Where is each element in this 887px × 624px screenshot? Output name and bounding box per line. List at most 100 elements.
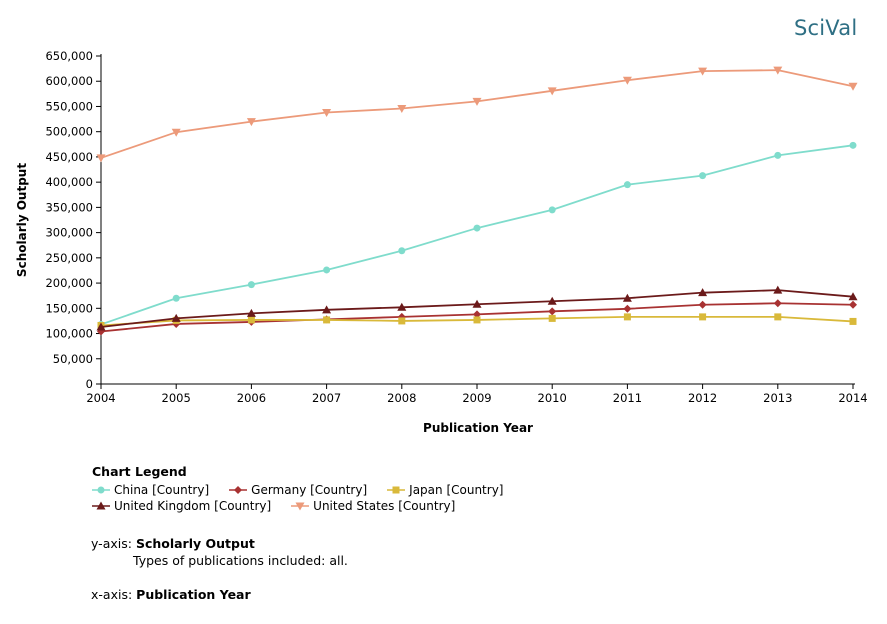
legend-swatch-marker — [96, 501, 106, 510]
legend-item-united-states-country: United States [Country] — [291, 499, 455, 513]
chart-legend: Chart Legend China [Country] Germany [Cou… — [92, 464, 792, 515]
data-point-united-kingdom-country — [322, 305, 332, 314]
legend-swatch-icon — [291, 502, 310, 511]
y-tick-label: 350,000 — [45, 200, 93, 214]
y-tick-label: 100,000 — [45, 327, 93, 341]
y-axis-note: y-axis: Scholarly Output — [91, 535, 348, 552]
scival-logo: SciVal — [794, 16, 858, 40]
data-point-japan-country — [247, 316, 255, 324]
data-point-germany-country — [623, 304, 632, 313]
y-axis-detail: Types of publications included: all. — [133, 553, 348, 568]
data-point-germany-country — [849, 300, 857, 309]
x-tick-label: 2006 — [237, 391, 266, 405]
axis-notes: y-axis: Scholarly Output Types of public… — [91, 535, 348, 603]
series-united-kingdom-country — [96, 285, 858, 331]
y-tick-label: 400,000 — [45, 175, 93, 189]
data-point-united-states-country — [322, 109, 332, 118]
legend-swatch-icon — [387, 486, 406, 494]
y-tick-label: 300,000 — [45, 226, 93, 240]
data-point-japan-country — [774, 313, 782, 321]
data-point-japan-country — [849, 317, 857, 325]
data-point-japan-country — [623, 313, 631, 321]
x-tick-label: 2009 — [462, 391, 491, 405]
data-point-united-states-country — [698, 67, 708, 76]
data-point-united-states-country — [171, 128, 181, 137]
data-point-china-country — [774, 151, 782, 159]
legend-items: China [Country] Germany [Country] Japan [C… — [92, 483, 712, 515]
data-point-united-states-country — [622, 76, 632, 85]
x-axis-title: Publication Year — [423, 421, 533, 435]
data-point-china-country — [849, 141, 857, 149]
data-point-united-kingdom-country — [773, 285, 783, 294]
legend-label: China [Country] — [114, 483, 210, 497]
x-tick-label: 2012 — [688, 391, 717, 405]
y-tick-label: 550,000 — [45, 99, 93, 113]
data-point-united-states-country — [472, 97, 482, 106]
data-point-china-country — [623, 181, 631, 189]
legend-swatch-marker — [97, 486, 105, 494]
data-point-united-kingdom-country — [848, 292, 858, 301]
legend-swatch-marker — [234, 486, 243, 494]
data-point-germany-country — [698, 300, 707, 309]
data-point-japan-country — [548, 314, 556, 322]
series-united-states-country — [96, 66, 858, 163]
x-tick-label: 2004 — [86, 391, 115, 405]
x-tick-label: 2011 — [613, 391, 642, 405]
y-tick-label: 500,000 — [45, 125, 93, 139]
y-axis-name: Scholarly Output — [135, 536, 255, 551]
y-tick-label: 150,000 — [45, 301, 93, 315]
legend-label: United Kingdom [Country] — [114, 499, 272, 513]
y-axis-title: Scholarly Output — [15, 163, 29, 277]
data-point-united-kingdom-country — [246, 308, 256, 317]
data-point-united-states-country — [246, 118, 256, 127]
legend-item-united-kingdom-country: United Kingdom [Country] — [92, 499, 271, 513]
y-tick-label: 600,000 — [45, 74, 93, 88]
data-point-united-states-country — [848, 82, 858, 91]
x-tick-label: 2010 — [538, 391, 567, 405]
legend-swatch-icon — [92, 501, 110, 510]
legend-swatch-icon — [92, 486, 110, 494]
y-tick-label: 50,000 — [53, 352, 93, 366]
data-point-united-kingdom-country — [96, 322, 106, 331]
data-point-china-country — [699, 172, 707, 180]
data-point-united-kingdom-country — [547, 296, 557, 305]
x-tick-label: 2005 — [162, 391, 191, 405]
data-point-china-country — [247, 281, 255, 289]
data-point-germany-country — [773, 299, 782, 308]
data-point-japan-country — [398, 317, 406, 325]
data-point-united-kingdom-country — [698, 288, 708, 297]
legend-label: Japan [Country] — [409, 483, 504, 497]
data-point-china-country — [172, 294, 180, 302]
x-axis-name: Publication Year — [136, 587, 251, 602]
x-tick-label: 2007 — [312, 391, 341, 405]
data-point-germany-country — [548, 307, 557, 316]
legend-item-germany-country: Germany [Country] — [229, 483, 367, 497]
legend-title: Chart Legend — [92, 464, 187, 479]
y-tick-label: 250,000 — [45, 251, 93, 265]
y-axis-prefix: y-axis: — [91, 536, 132, 551]
data-point-united-kingdom-country — [622, 293, 632, 302]
data-point-united-states-country — [547, 87, 557, 96]
legend-swatch-icon — [229, 486, 248, 494]
data-point-germany-country — [473, 310, 481, 319]
data-point-china-country — [473, 224, 481, 232]
x-tick-label: 2013 — [763, 391, 792, 405]
y-tick-label: 200,000 — [45, 276, 93, 290]
legend-label: United States [Country] — [313, 499, 456, 513]
data-point-japan-country — [323, 316, 331, 324]
data-point-china-country — [398, 247, 406, 255]
legend-item-china-country: China [Country] — [92, 483, 209, 497]
x-tick-label: 2014 — [838, 391, 867, 405]
series-line-united-states-country — [100, 69, 854, 159]
legend-item-japan-country: Japan [Country] — [387, 483, 503, 497]
data-point-united-states-country — [397, 104, 407, 113]
data-point-china-country — [548, 206, 556, 214]
series-line-china-country — [100, 144, 854, 326]
y-tick-label: 0 — [86, 377, 93, 391]
x-axis-note: x-axis: Publication Year — [91, 586, 348, 603]
y-tick-label: 450,000 — [45, 150, 93, 164]
data-point-united-states-country — [96, 154, 106, 163]
x-axis-prefix: x-axis: — [91, 587, 133, 602]
data-point-united-states-country — [773, 66, 783, 75]
line-chart: 0 50,000 100,000 150,000 200,000 250,000 300,0… — [15, 49, 868, 435]
